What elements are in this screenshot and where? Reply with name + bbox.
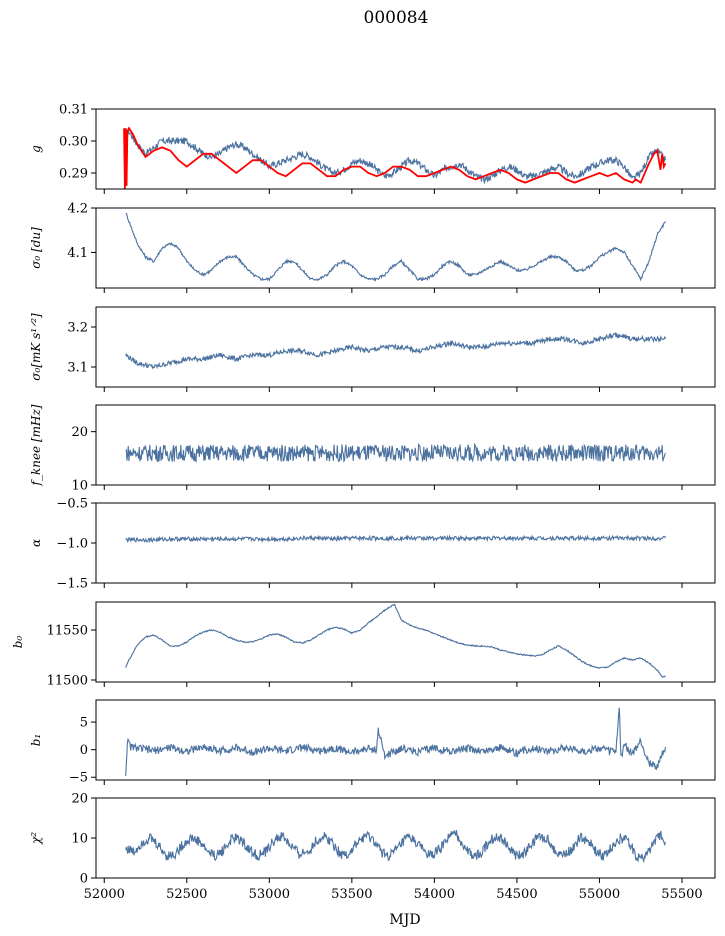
y-axis-label: b₀ — [11, 636, 25, 649]
y-tick-label: 10 — [71, 832, 88, 847]
y-axis-label: σ₀[mK s¹ᐟ²] — [29, 313, 43, 381]
series-line-2 — [123, 126, 667, 189]
series-line-1 — [125, 534, 666, 544]
y-tick-label: 0.31 — [59, 103, 88, 118]
y-tick-label: −1.5 — [56, 577, 88, 592]
y-tick-label: 5 — [80, 716, 88, 731]
y-tick-label: 10 — [71, 479, 88, 494]
plot-frame — [95, 306, 716, 388]
series-line-1 — [125, 129, 667, 185]
series-line-1 — [125, 331, 666, 370]
panel-4: 10 20 f_knee [mHz] — [29, 404, 716, 494]
y-axis-label: α — [29, 539, 43, 547]
plot-frame — [95, 601, 716, 683]
x-tick-label: 54500 — [496, 887, 537, 902]
panel-6: 11500 11550 b₀ — [11, 601, 716, 689]
y-tick-label: −1.0 — [56, 537, 88, 552]
y-tick-label: 0 — [80, 743, 88, 758]
y-axis-label: χ² — [29, 832, 43, 845]
series-line-1 — [125, 212, 666, 282]
y-tick-label: 3.2 — [67, 321, 88, 336]
y-tick-label: −0.5 — [56, 497, 88, 512]
y-tick-label: 4.2 — [67, 202, 88, 217]
plot-frame — [95, 699, 716, 781]
y-tick-label: 20 — [71, 792, 88, 807]
panel-5: −1.5 −1.0 −0.5 α — [29, 497, 716, 592]
panel-1: 0.29 0.30 0.31 g — [29, 103, 716, 194]
plot-frame — [95, 404, 716, 486]
y-tick-label: 11550 — [47, 624, 88, 639]
x-tick-label: 55000 — [579, 887, 620, 902]
plot-frame — [95, 108, 716, 190]
y-tick-label: 20 — [71, 425, 88, 440]
y-tick-label: 0 — [80, 872, 88, 887]
panel-7: −5 0 5 b₁ — [29, 699, 716, 786]
panel-2: 4.1 4.2 σ₀ [du] — [29, 202, 716, 293]
panel-8: 0 10 20 52000 52500 53000 53500 54000 54500 55000… — [29, 792, 716, 902]
y-tick-label: −5 — [69, 771, 88, 786]
y-tick-label: 0.29 — [59, 167, 88, 182]
y-tick-label: 3.1 — [67, 361, 88, 376]
x-tick-label: 52500 — [166, 887, 207, 902]
y-axis-label: b₁ — [29, 734, 43, 747]
y-tick-label: 4.1 — [67, 246, 88, 261]
y-axis-label: σ₀ [du] — [29, 227, 43, 269]
x-axis-label: MJD — [389, 912, 420, 928]
x-tick-label: 53000 — [249, 887, 290, 902]
x-tick-label: 55500 — [661, 887, 702, 902]
x-tick-label: 53500 — [331, 887, 372, 902]
plot-frame — [95, 502, 716, 584]
plot-frame — [95, 207, 716, 289]
series-line-1 — [125, 603, 666, 678]
panel-3: 3.1 3.2 σ₀[mK s¹ᐟ²] — [29, 306, 716, 392]
y-axis-label: g — [29, 145, 43, 153]
series-line-1 — [125, 442, 666, 463]
series-line-1 — [125, 707, 667, 777]
x-tick-label: 54000 — [414, 887, 455, 902]
y-axis-label: f_knee [mHz] — [29, 404, 43, 486]
x-tick-label: 52000 — [84, 887, 125, 902]
y-tick-label: 0.30 — [59, 135, 88, 150]
series-line-1 — [125, 829, 667, 864]
y-tick-label: 11500 — [47, 674, 88, 689]
figure-title: 000084 — [364, 8, 429, 28]
